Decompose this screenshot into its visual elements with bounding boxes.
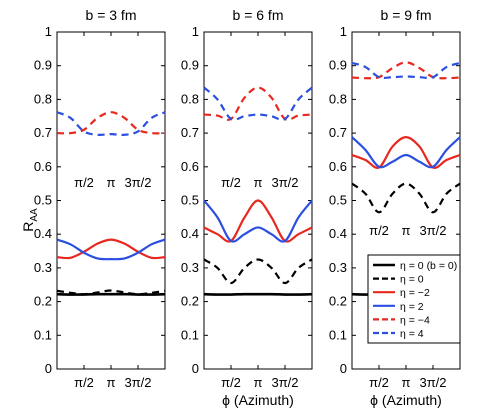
panel-1: b = 3 fm 0 0.1 0.2 0.3 0.4 0.5 0.6 0.7 0.8 0.9 1 π/2… xyxy=(34,7,166,390)
inner-pi-label: 3π/2 xyxy=(419,223,446,238)
y-tick-label: 0.7 xyxy=(34,125,52,140)
panel-title: b = 9 fm xyxy=(381,7,432,23)
y-tick-label: 0 xyxy=(340,361,347,376)
panel-title: b = 3 fm xyxy=(86,7,137,23)
legend-label: η = 0 (b = 0) xyxy=(400,260,457,272)
series-line xyxy=(351,61,461,80)
y-tick-label: 0.1 xyxy=(34,327,52,342)
inner-pi-label: π xyxy=(254,175,263,190)
y-tick-label: 0.6 xyxy=(34,159,52,174)
series-line xyxy=(203,199,313,243)
y-tick-label: 0 xyxy=(192,361,199,376)
x-tick-label: 3π/2 xyxy=(419,375,446,390)
x-tick-label: π/2 xyxy=(369,375,389,390)
x-tick-label: π xyxy=(107,375,116,390)
y-tick-label: 0.5 xyxy=(181,193,199,208)
x-tick-label: π/2 xyxy=(221,375,241,390)
legend-label: η = −4 xyxy=(400,314,430,326)
legend-label: η = 2 xyxy=(400,301,424,313)
y-axis-label: RAA xyxy=(20,208,40,232)
y-tick-label: 0.7 xyxy=(329,125,347,140)
y-tick-label: 0.2 xyxy=(34,294,52,309)
y-tick-label: 0.7 xyxy=(181,125,199,140)
x-tick-label: 3π/2 xyxy=(124,375,151,390)
series-line xyxy=(351,136,461,169)
inner-pi-label: π/2 xyxy=(369,223,389,238)
y-tick-label: 0.4 xyxy=(181,226,199,241)
inner-pi-label: π xyxy=(402,223,411,238)
y-tick-label: 0.6 xyxy=(181,159,199,174)
y-tick-label: 0 xyxy=(45,361,52,376)
y-tick-label: 0.3 xyxy=(329,260,347,275)
series-line xyxy=(351,182,461,214)
series-line xyxy=(56,111,166,136)
panel-2: b = 6 fm 0 0.1 0.2 0.3 0.4 0.5 0.6 0.7 0.8 0.9 1 π/2… xyxy=(181,7,313,408)
y-tick-label: 1 xyxy=(340,24,347,39)
y-tick-label: 0.9 xyxy=(181,58,199,73)
x-tick-label: π xyxy=(402,375,411,390)
inner-pi-label: π xyxy=(107,175,116,190)
legend: η = 0 (b = 0) η = 0η = −2 η = 2η = −4 η = 4 xyxy=(367,254,461,344)
inner-pi-label: 3π/2 xyxy=(271,175,298,190)
x-tick-label: π/2 xyxy=(74,375,94,390)
series-line xyxy=(351,136,461,169)
inner-pi-label: π/2 xyxy=(221,175,241,190)
series-line xyxy=(203,86,313,121)
x-axis-label: ϕ (Azimuth) xyxy=(370,392,442,408)
plot-frame xyxy=(56,31,166,370)
inner-pi-label: 3π/2 xyxy=(124,175,151,190)
legend-label: η = −2 xyxy=(400,287,430,299)
y-tick-label: 0.3 xyxy=(34,260,52,275)
y-tick-label: 0.3 xyxy=(181,260,199,275)
y-tick-label: 0.2 xyxy=(329,294,347,309)
x-tick-label: 3π/2 xyxy=(271,375,298,390)
series-line xyxy=(203,199,313,243)
legend-box xyxy=(367,254,461,344)
panel-3: b = 9 fm 0 0.1 0.2 0.3 0.4 0.5 0.6 0.7 0.8 0.9 1 π/2… xyxy=(329,7,461,408)
y-tick-label: 0.5 xyxy=(34,193,52,208)
x-tick-label: π xyxy=(254,375,263,390)
y-tick-label: 0.4 xyxy=(34,226,52,241)
legend-label: η = 4 xyxy=(400,328,424,340)
y-tick-label: 0.8 xyxy=(329,91,347,106)
y-tick-label: 0.1 xyxy=(329,327,347,342)
panels-group: b = 3 fm 0 0.1 0.2 0.3 0.4 0.5 0.6 0.7 0.8 0.9 1 π/2… xyxy=(34,7,461,408)
y-tick-label: 0.2 xyxy=(181,294,199,309)
series-line xyxy=(56,111,166,135)
y-tick-label: 0.8 xyxy=(34,91,52,106)
y-tick-label: 0.5 xyxy=(329,193,347,208)
series-line xyxy=(203,258,313,285)
y-tick-label: 0.9 xyxy=(34,58,52,73)
y-tick-label: 0.1 xyxy=(181,327,199,342)
series-line xyxy=(56,238,166,260)
y-tick-label: 0.6 xyxy=(329,159,347,174)
panel-title: b = 6 fm xyxy=(233,7,284,23)
series-line xyxy=(56,238,166,261)
y-tick-label: 1 xyxy=(45,24,52,39)
series-line xyxy=(351,61,461,80)
x-axis-label: ϕ (Azimuth) xyxy=(222,392,294,408)
y-tick-label: 1 xyxy=(192,24,199,39)
y-tick-label: 0.9 xyxy=(329,58,347,73)
y-tick-label: 0.4 xyxy=(329,226,347,241)
legend-label: η = 0 xyxy=(400,274,424,286)
inner-pi-label: π/2 xyxy=(74,175,94,190)
y-tick-label: 0.8 xyxy=(181,91,199,106)
series-line xyxy=(203,86,313,121)
